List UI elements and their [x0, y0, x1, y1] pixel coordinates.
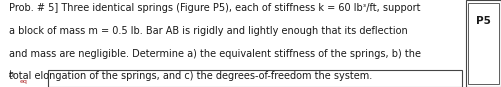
- Text: P5: P5: [476, 16, 491, 26]
- Bar: [48, 70, 462, 87]
- Bar: [466, 0, 501, 87]
- Text: Prob. # 5] Three identical springs (Figure P5), each of stiffness k = 60 lbᶟ/ft,: Prob. # 5] Three identical springs (Figu…: [9, 3, 420, 13]
- Text: b.: b.: [9, 70, 16, 79]
- Text: and mass are negligible. Determine a) the equivalent stiffness of the springs, b: and mass are negligible. Determine a) th…: [9, 49, 421, 59]
- Bar: [468, 3, 499, 84]
- Text: total elongation of the springs, and c) the degrees-of-freedom the system.: total elongation of the springs, and c) …: [9, 71, 372, 81]
- Text: a block of mass m = 0.5 lb. Bar AB is rigidly and lightly enough that its deflec: a block of mass m = 0.5 lb. Bar AB is ri…: [9, 26, 408, 36]
- Text: eq: eq: [20, 79, 28, 84]
